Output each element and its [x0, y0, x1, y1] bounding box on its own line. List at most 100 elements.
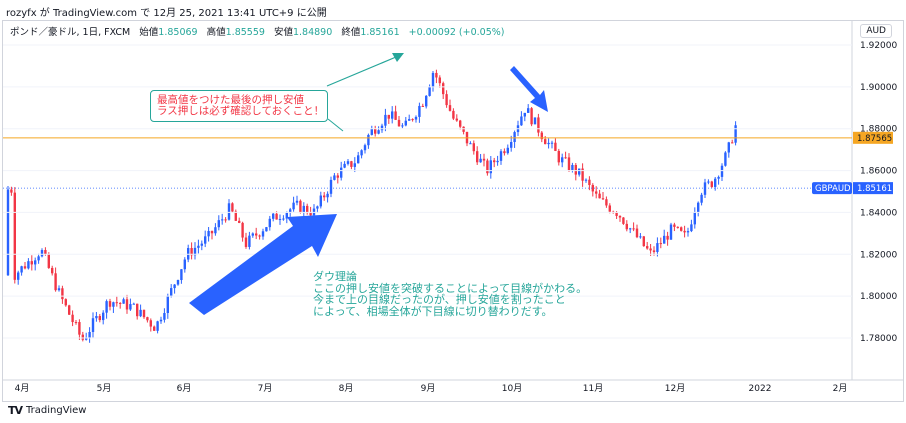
open-value: 1.85069: [158, 27, 198, 38]
y-tick-label: 1.86000: [860, 167, 897, 177]
y-tick-label: 1.84000: [860, 208, 897, 218]
candle-body: [119, 302, 122, 304]
callout-line-2: ラス押しは必ず確認しておくこと！: [157, 105, 325, 117]
candle-body: [442, 83, 445, 95]
candle-body: [27, 261, 30, 269]
candle-body: [642, 236, 645, 247]
candle-body: [309, 212, 312, 216]
candle-body: [615, 212, 618, 216]
chart-frame: [2, 20, 904, 402]
candle-body: [207, 230, 210, 237]
x-tick-label: 6月: [177, 383, 192, 394]
candle-body: [173, 284, 176, 289]
candle-body: [567, 157, 571, 171]
x-tick-label: 10月: [502, 383, 522, 394]
candle-body: [503, 151, 506, 154]
candle-body: [190, 248, 193, 256]
candle-body: [523, 112, 526, 117]
symbol-name[interactable]: ポンド／豪ドル, 1日, FXCM: [10, 27, 131, 38]
candle-body: [550, 142, 554, 144]
candle-body: [727, 142, 730, 153]
candle-body: [533, 117, 537, 125]
candle-body: [238, 220, 241, 223]
candle-body: [520, 116, 523, 126]
candle-body: [122, 299, 125, 304]
candle-body: [622, 217, 625, 224]
candle-body: [85, 337, 88, 340]
candle-body: [217, 220, 220, 228]
candle-body: [676, 226, 679, 228]
candle-body: [95, 315, 98, 319]
y-tick-label: 1.92000: [860, 41, 897, 51]
candle-body: [482, 158, 486, 161]
candle-body: [425, 95, 428, 107]
candle-body: [248, 235, 251, 247]
candle-body: [707, 181, 710, 183]
candle-body: [47, 254, 50, 268]
chart-legend: ポンド／豪ドル, 1日, FXCM 始値1.85069 高値1.85559 安値…: [10, 24, 504, 38]
tradingview-logo-icon[interactable]: TV: [8, 404, 23, 417]
candle-body: [289, 209, 292, 213]
close-value: 1.85161: [360, 27, 400, 38]
y-tick-label: 1.88000: [860, 125, 897, 135]
candle-body: [316, 206, 319, 209]
candle-body: [673, 224, 676, 227]
candle-body: [459, 120, 462, 127]
resistance-price-tag: [853, 131, 893, 144]
low-value: 1.84890: [292, 27, 333, 38]
currency-button[interactable]: AUD: [860, 24, 892, 38]
candle-body: [408, 119, 411, 121]
candle-body: [414, 116, 418, 120]
candle-body: [731, 142, 734, 144]
x-tick-label: 12月: [665, 383, 685, 394]
candle-body: [142, 309, 146, 318]
candle-body: [734, 125, 737, 143]
candle-body: [397, 119, 401, 127]
candle-body: [180, 269, 183, 281]
candle-body: [105, 301, 108, 313]
candle-body: [302, 205, 305, 213]
candle-body: [564, 157, 567, 159]
candle-body: [421, 105, 424, 107]
candle-body: [251, 233, 254, 236]
x-tick-label: 7月: [258, 383, 273, 394]
candle-body: [496, 160, 499, 163]
candle-body: [387, 114, 390, 119]
last-price-tag: [853, 182, 893, 195]
candle-body: [285, 212, 288, 219]
dow-theory-note: ダウ理論 ここの押し安値を突破することによって目線がかわる。 今まで上の目線だっ…: [313, 271, 587, 317]
candle-body: [17, 272, 20, 280]
candle-body: [663, 235, 666, 244]
candle-body: [506, 147, 509, 154]
candle-body: [377, 130, 380, 134]
y-tick-label: 1.78000: [860, 334, 897, 344]
high-label: 高値: [206, 27, 226, 38]
candle-body: [51, 267, 54, 274]
candle-body: [258, 235, 261, 237]
uptrend-arrow: [189, 214, 337, 315]
candle-body: [652, 250, 656, 252]
dow-note-line-4: によって、相場全体が下目線に切り替わりだす。: [313, 304, 553, 318]
candle-body: [510, 142, 513, 148]
candle-body: [411, 119, 414, 121]
candle-body: [57, 288, 61, 291]
candle-body: [183, 259, 186, 270]
candle-body: [697, 202, 700, 213]
candle-body: [540, 132, 543, 140]
candle-body: [112, 302, 115, 307]
candle-body: [255, 233, 258, 236]
candle-body: [544, 139, 547, 145]
candle-body: [669, 224, 673, 240]
peak-arrow-head: [392, 53, 404, 62]
candle-body: [275, 213, 278, 220]
candle-body: [472, 143, 475, 152]
footer-brand[interactable]: TradingView: [26, 405, 87, 416]
last-price-label: 1.85161: [857, 184, 892, 194]
candle-body: [54, 273, 57, 291]
candle-body: [30, 261, 33, 265]
candle-body: [656, 243, 659, 252]
candle-body: [64, 299, 67, 306]
publish-header: rozyfx が TradingView.com で 12月 25, 2021 …: [6, 8, 327, 19]
candle-body: [319, 195, 322, 207]
